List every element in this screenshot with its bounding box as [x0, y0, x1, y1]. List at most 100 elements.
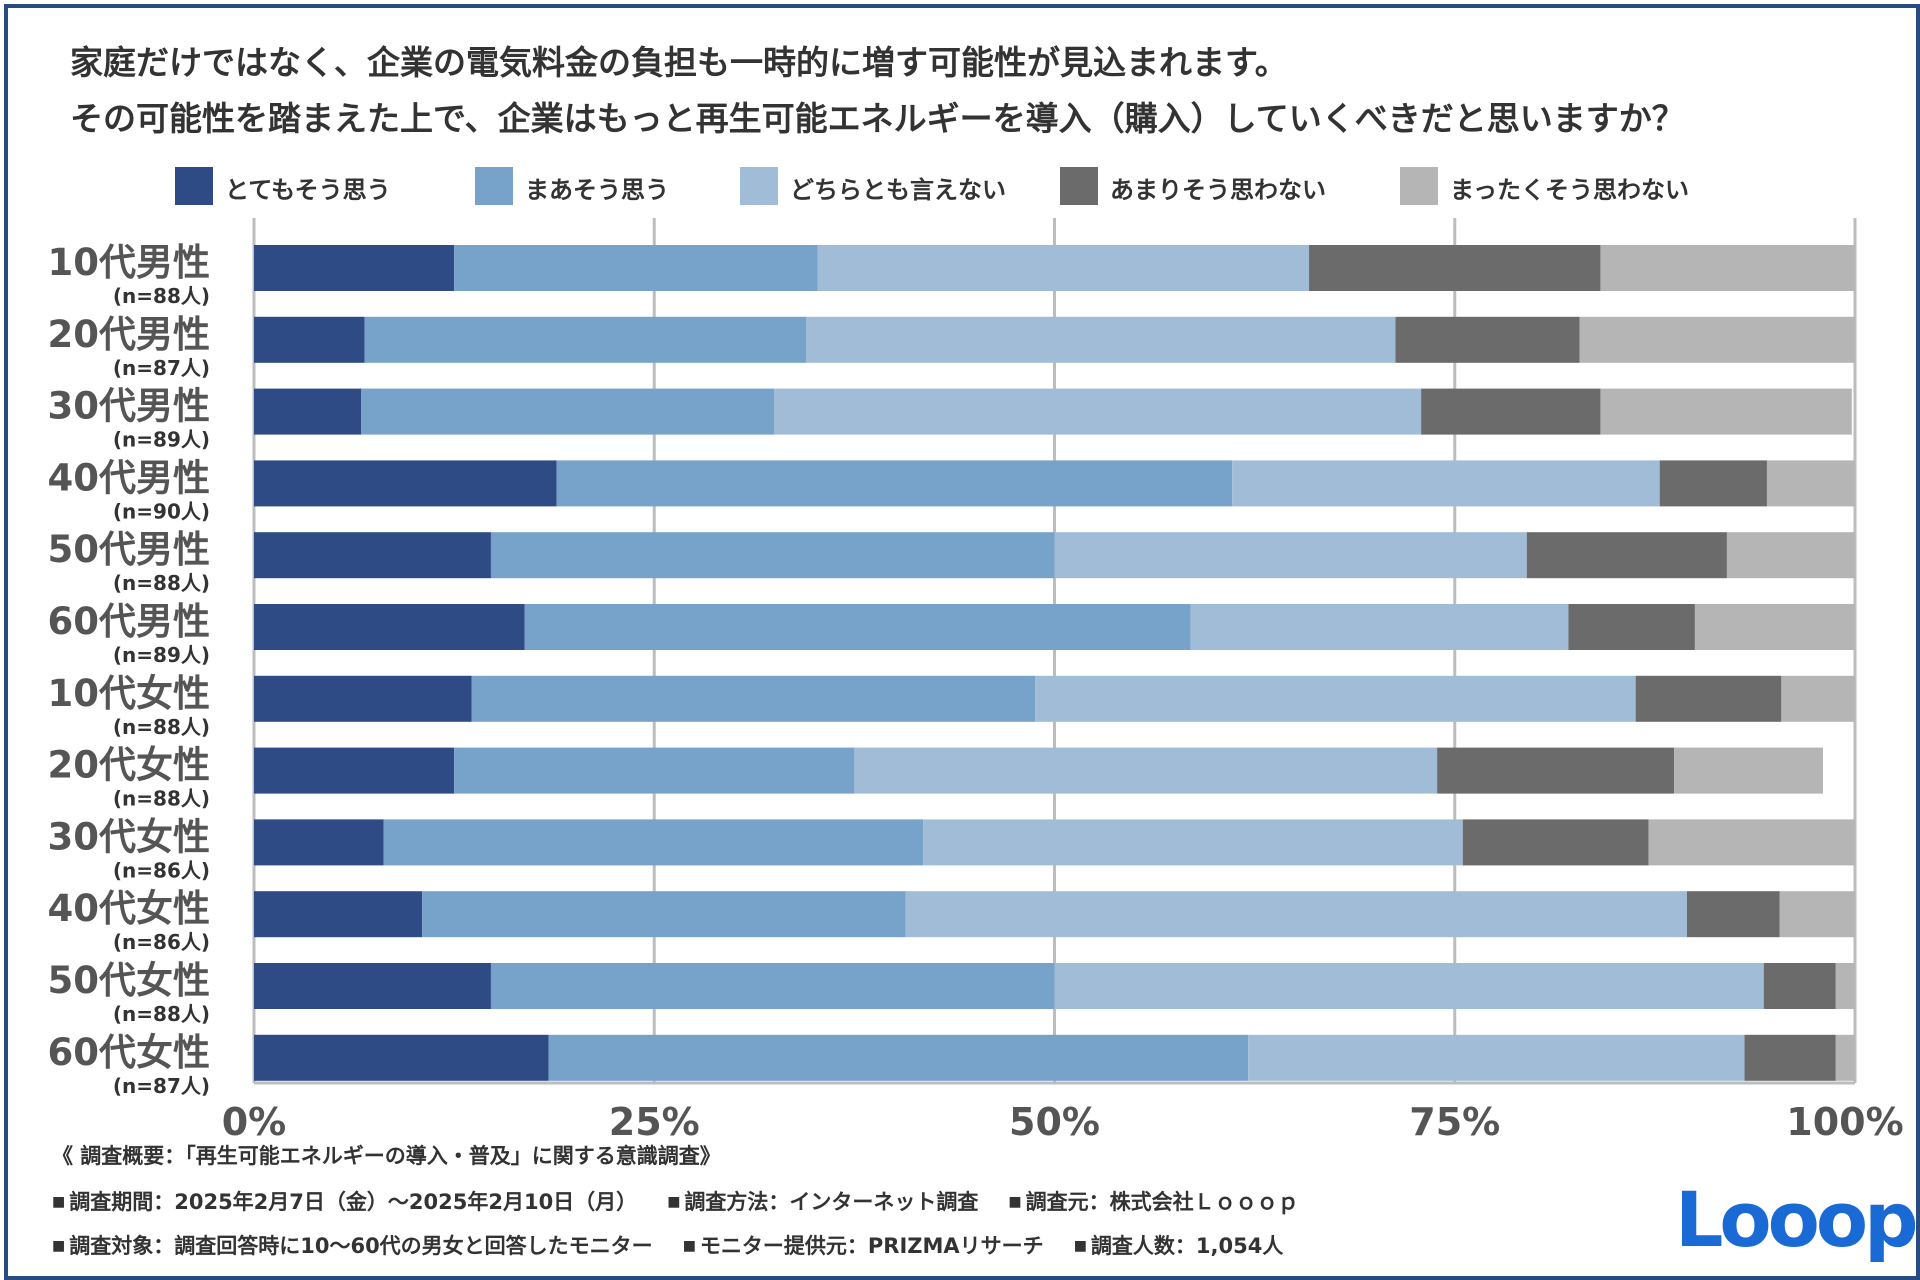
bar-segment: [1766, 460, 1855, 507]
bar-segment: [1835, 963, 1855, 1009]
legend-label: あまりそう思わない: [1110, 176, 1326, 204]
bar-segment: [254, 532, 491, 579]
legend-label: まったくそう思わない: [1450, 176, 1690, 204]
bar-segment: [1232, 460, 1660, 507]
bar-segment: [1190, 604, 1569, 650]
x-tick-label: 0%: [222, 1100, 287, 1144]
notes-row-1: ■ 調査期間：2025年2月7日（金）〜2025年2月10日（月） ■ 調査方法：イン…: [52, 1186, 1299, 1216]
bar-segment: [254, 1034, 549, 1081]
bar-segment: [254, 675, 472, 722]
bar-segment: [1600, 245, 1855, 291]
bullet-icon: ■: [1073, 1238, 1087, 1254]
x-tick-label: 25%: [609, 1100, 700, 1144]
bullet-icon: ■: [682, 1238, 696, 1254]
bar-segment: [1779, 891, 1855, 938]
sample-size-label: (n=86人): [113, 930, 210, 954]
bar-segment: [1054, 532, 1527, 579]
bar-segment: [1526, 532, 1727, 579]
bar-segment: [254, 460, 557, 507]
bar-segment: [854, 747, 1438, 794]
notes-target: 調査対象：調査回答時に10〜60代の男女と回答したモニター: [69, 1234, 653, 1258]
notes-row-2: ■ 調査対象：調査回答時に10〜60代の男女と回答したモニター ■ モニター提供元：P…: [52, 1230, 1283, 1260]
category-label: 40代女性: [48, 887, 211, 930]
bar-segment: [254, 891, 423, 938]
bar-segment: [923, 819, 1463, 866]
notes-count: 調査人数：1,054人: [1090, 1234, 1284, 1258]
bullet-icon: ■: [52, 1238, 66, 1254]
bar-segment: [1579, 316, 1855, 363]
bar-segment: [1648, 819, 1855, 866]
notes-period: 調査期間：2025年2月7日（金）〜2025年2月10日（月）: [69, 1190, 638, 1214]
sample-size-label: (n=88人): [113, 284, 210, 308]
category-label: 30代男性: [48, 385, 211, 428]
category-label: 10代女性: [48, 672, 211, 715]
bar-segment: [1421, 388, 1601, 435]
legend-label: まあそう思う: [525, 176, 669, 204]
sample-size-label: (n=86人): [113, 858, 210, 882]
bar-segment: [361, 388, 775, 435]
category-label: 60代女性: [48, 1031, 211, 1074]
bar-segment: [454, 747, 855, 794]
legend-label: どちらとも言えない: [790, 176, 1006, 204]
bar-segment: [254, 316, 365, 363]
bar-segment: [1462, 819, 1649, 866]
bar-segment: [1781, 675, 1855, 722]
sample-size-label: (n=88人): [113, 787, 210, 811]
bar-segment: [490, 532, 1055, 579]
bar-segment: [254, 604, 525, 650]
bar-segment: [254, 245, 455, 291]
category-label: 60代男性: [48, 600, 211, 643]
bar-segment: [548, 1034, 1249, 1081]
bar-segment: [383, 819, 924, 866]
legend-label: とてもそう思う: [225, 176, 391, 204]
bar-segment: [1054, 963, 1764, 1009]
bar-segment: [1309, 245, 1601, 291]
bar-segment: [1248, 1034, 1745, 1081]
sample-size-label: (n=87人): [113, 356, 210, 380]
bar-segment: [1686, 891, 1780, 938]
category-label: 50代男性: [48, 528, 211, 571]
sample-size-label: (n=88人): [113, 1002, 210, 1026]
legend-swatch: [740, 167, 778, 205]
sample-size-label: (n=88人): [113, 571, 210, 595]
bar-segment: [774, 388, 1422, 435]
notes-method: 調査方法：インターネット調査: [684, 1190, 979, 1214]
bar-segment: [1659, 460, 1767, 507]
sample-size-label: (n=87人): [113, 1074, 210, 1098]
x-tick-label: 75%: [1409, 1100, 1500, 1144]
bar-segment: [524, 604, 1191, 650]
bar-segment: [1726, 532, 1855, 579]
legend-swatch: [175, 167, 213, 205]
bar-segment: [1568, 604, 1695, 650]
category-label: 40代男性: [48, 456, 211, 499]
bar-segment: [490, 963, 1055, 1009]
bar-segment: [254, 388, 362, 435]
bullet-icon: ■: [1008, 1194, 1022, 1210]
bar-segment: [1437, 747, 1675, 794]
sample-size-label: (n=89人): [113, 428, 210, 452]
notes-organizer: 調査元：株式会社Ｌｏｏｏｐ: [1025, 1190, 1299, 1214]
bar-segment: [1600, 388, 1852, 435]
notes-provider: モニター提供元：PRIZMAリサーチ: [699, 1234, 1044, 1258]
sample-size-label: (n=89人): [113, 643, 210, 667]
legend-swatch: [1060, 167, 1098, 205]
category-label: 20代女性: [48, 744, 211, 787]
bar-segment: [1635, 675, 1782, 722]
bar-segment: [422, 891, 906, 938]
bar-segment: [1694, 604, 1855, 650]
bar-segment: [254, 747, 455, 794]
bar-segment: [1763, 963, 1836, 1009]
x-tick-label: 50%: [1009, 1100, 1100, 1144]
bar-segment: [254, 963, 491, 1009]
bar-segment: [806, 316, 1396, 363]
bar-segment: [1674, 747, 1823, 794]
bar-segment: [1395, 316, 1580, 363]
category-label: 10代男性: [48, 241, 211, 284]
bar-segment: [364, 316, 807, 363]
bar-segment: [1835, 1034, 1855, 1081]
sample-size-label: (n=88人): [113, 715, 210, 739]
bar-segment: [556, 460, 1233, 507]
sample-size-label: (n=90人): [113, 499, 210, 523]
chart-title-line1: 家庭だけではなく、企業の電気料金の負担も一時的に増す可能性が見込まれます。: [70, 43, 1288, 82]
